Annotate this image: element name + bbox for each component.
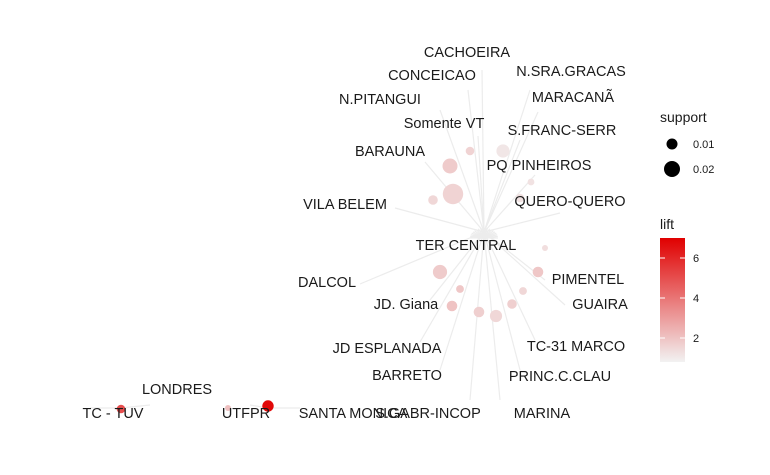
edge-guaira bbox=[483, 231, 566, 306]
node-label-barreto[interactable]: BARRETO bbox=[372, 368, 442, 384]
rule-node-r9[interactable] bbox=[542, 245, 548, 251]
lift-legend-title: lift bbox=[660, 216, 674, 232]
rule-node-r6[interactable] bbox=[442, 183, 464, 205]
node-label-princ-c-clau[interactable]: PRINC.C.CLAU bbox=[509, 369, 611, 385]
support-legend-label-small: 0.01 bbox=[693, 139, 714, 151]
edge-somente-vt bbox=[477, 135, 485, 233]
support-legend-label-large: 0.02 bbox=[693, 164, 714, 176]
lift-ticks: 6 4 2 bbox=[660, 253, 699, 345]
node-label-tc-31-marco[interactable]: TC-31 MARCO bbox=[527, 339, 625, 355]
rule-node-r15[interactable] bbox=[446, 300, 458, 312]
support-legend-dot-large bbox=[664, 161, 680, 177]
node-label-ter-central[interactable]: TER CENTRAL bbox=[416, 238, 517, 254]
node-label-jd-esplanada[interactable]: JD ESPLANADA bbox=[333, 341, 442, 357]
rule-node-r17[interactable] bbox=[473, 306, 485, 318]
edge-n-pitangui bbox=[439, 109, 485, 233]
edge-princ-c-clau bbox=[483, 231, 521, 371]
node-label-s-gabr-incop[interactable]: S.GABR-INCOP bbox=[375, 406, 481, 422]
rules-layer bbox=[116, 144, 548, 414]
edge-conceicao bbox=[467, 89, 485, 233]
rule-node-r12[interactable] bbox=[456, 285, 464, 293]
rule-node-r20[interactable] bbox=[262, 400, 274, 412]
node-label-cachoeira[interactable]: CACHOEIRA bbox=[424, 45, 511, 61]
rule-node-r11[interactable] bbox=[432, 264, 448, 280]
node-label-londres[interactable]: LONDRES bbox=[142, 382, 212, 398]
edge-londres bbox=[120, 404, 151, 409]
edge-jd-esplanada bbox=[419, 231, 485, 343]
labels-layer: CACHOEIRA CONCEICAO N.SRA.GRACAS N.PITANGUI… bbox=[83, 45, 629, 422]
node-label-pimentel[interactable]: PIMENTEL bbox=[552, 272, 625, 288]
node-label-conceicao[interactable]: CONCEICAO bbox=[388, 68, 476, 84]
rule-node-r7[interactable] bbox=[527, 178, 535, 186]
support-legend-title: support bbox=[660, 109, 707, 125]
lift-tick-label: 4 bbox=[693, 293, 699, 305]
rule-node-r16[interactable] bbox=[489, 309, 503, 323]
node-label-n-sra-gracas[interactable]: N.SRA.GRACAS bbox=[516, 64, 626, 80]
node-label-tc-tuv[interactable]: TC - TUV bbox=[83, 406, 144, 422]
edge-quero-quero bbox=[483, 212, 561, 233]
node-label-barauna[interactable]: BARAUNA bbox=[355, 144, 425, 160]
support-legend: support 0.01 0.02 bbox=[660, 109, 714, 177]
rule-node-r5[interactable] bbox=[442, 158, 458, 174]
lift-tick-label: 6 bbox=[693, 253, 699, 265]
node-label-n-pitangui[interactable]: N.PITANGUI bbox=[339, 92, 421, 108]
edge-vila-belem bbox=[394, 207, 485, 233]
rule-node-r10[interactable] bbox=[532, 266, 544, 278]
rule-node-r4[interactable] bbox=[428, 195, 438, 205]
edge-cachoeira bbox=[481, 69, 485, 233]
node-label-dalcol[interactable]: DALCOL bbox=[298, 275, 356, 291]
node-label-santa-monica[interactable]: SANTA MONICA bbox=[299, 406, 408, 422]
rule-node-r3[interactable] bbox=[496, 144, 510, 158]
lift-colorbar bbox=[660, 238, 685, 362]
edge-s-franc-serr bbox=[483, 139, 521, 233]
lift-tick-label: 2 bbox=[693, 333, 699, 345]
rule-node-r2[interactable] bbox=[465, 146, 475, 156]
node-label-maracana[interactable]: MARACANÃ bbox=[532, 89, 615, 106]
rule-node-r8[interactable] bbox=[515, 193, 525, 203]
node-label-jd-giana[interactable]: JD. Giana bbox=[374, 297, 439, 313]
edge-tc-31-marco bbox=[483, 231, 536, 341]
rule-node-r19[interactable] bbox=[116, 404, 126, 414]
edge-jd-giana bbox=[429, 231, 485, 301]
node-label-utfpr[interactable]: UTFPR bbox=[222, 406, 270, 422]
edge-n-sra-gracas bbox=[483, 89, 531, 233]
rule-node-r14[interactable] bbox=[507, 299, 517, 309]
edge-barreto bbox=[439, 231, 485, 371]
rule-node-r13[interactable] bbox=[519, 287, 527, 295]
node-label-quero-quero[interactable]: QUERO-QUERO bbox=[514, 194, 625, 210]
node-label-guaira[interactable]: GUAIRA bbox=[572, 297, 628, 313]
lift-legend: lift 6 4 2 bbox=[660, 216, 699, 362]
node-label-marina[interactable]: MARINA bbox=[514, 406, 571, 422]
node-label-vila-belem[interactable]: VILA BELEM bbox=[303, 197, 387, 213]
edge-maracana bbox=[483, 111, 539, 233]
rule-node-r18[interactable] bbox=[225, 405, 231, 411]
node-label-s-franc-serr[interactable]: S.FRANC-SERR bbox=[508, 123, 617, 139]
edge-dalcol bbox=[359, 231, 485, 285]
edge-pq-pinheiros bbox=[483, 174, 536, 233]
support-legend-dot-small bbox=[666, 138, 678, 150]
node-label-pq-pinheiros[interactable]: PQ PINHEIROS bbox=[487, 158, 592, 174]
node-label-somente-vt[interactable]: Somente VT bbox=[404, 116, 485, 132]
